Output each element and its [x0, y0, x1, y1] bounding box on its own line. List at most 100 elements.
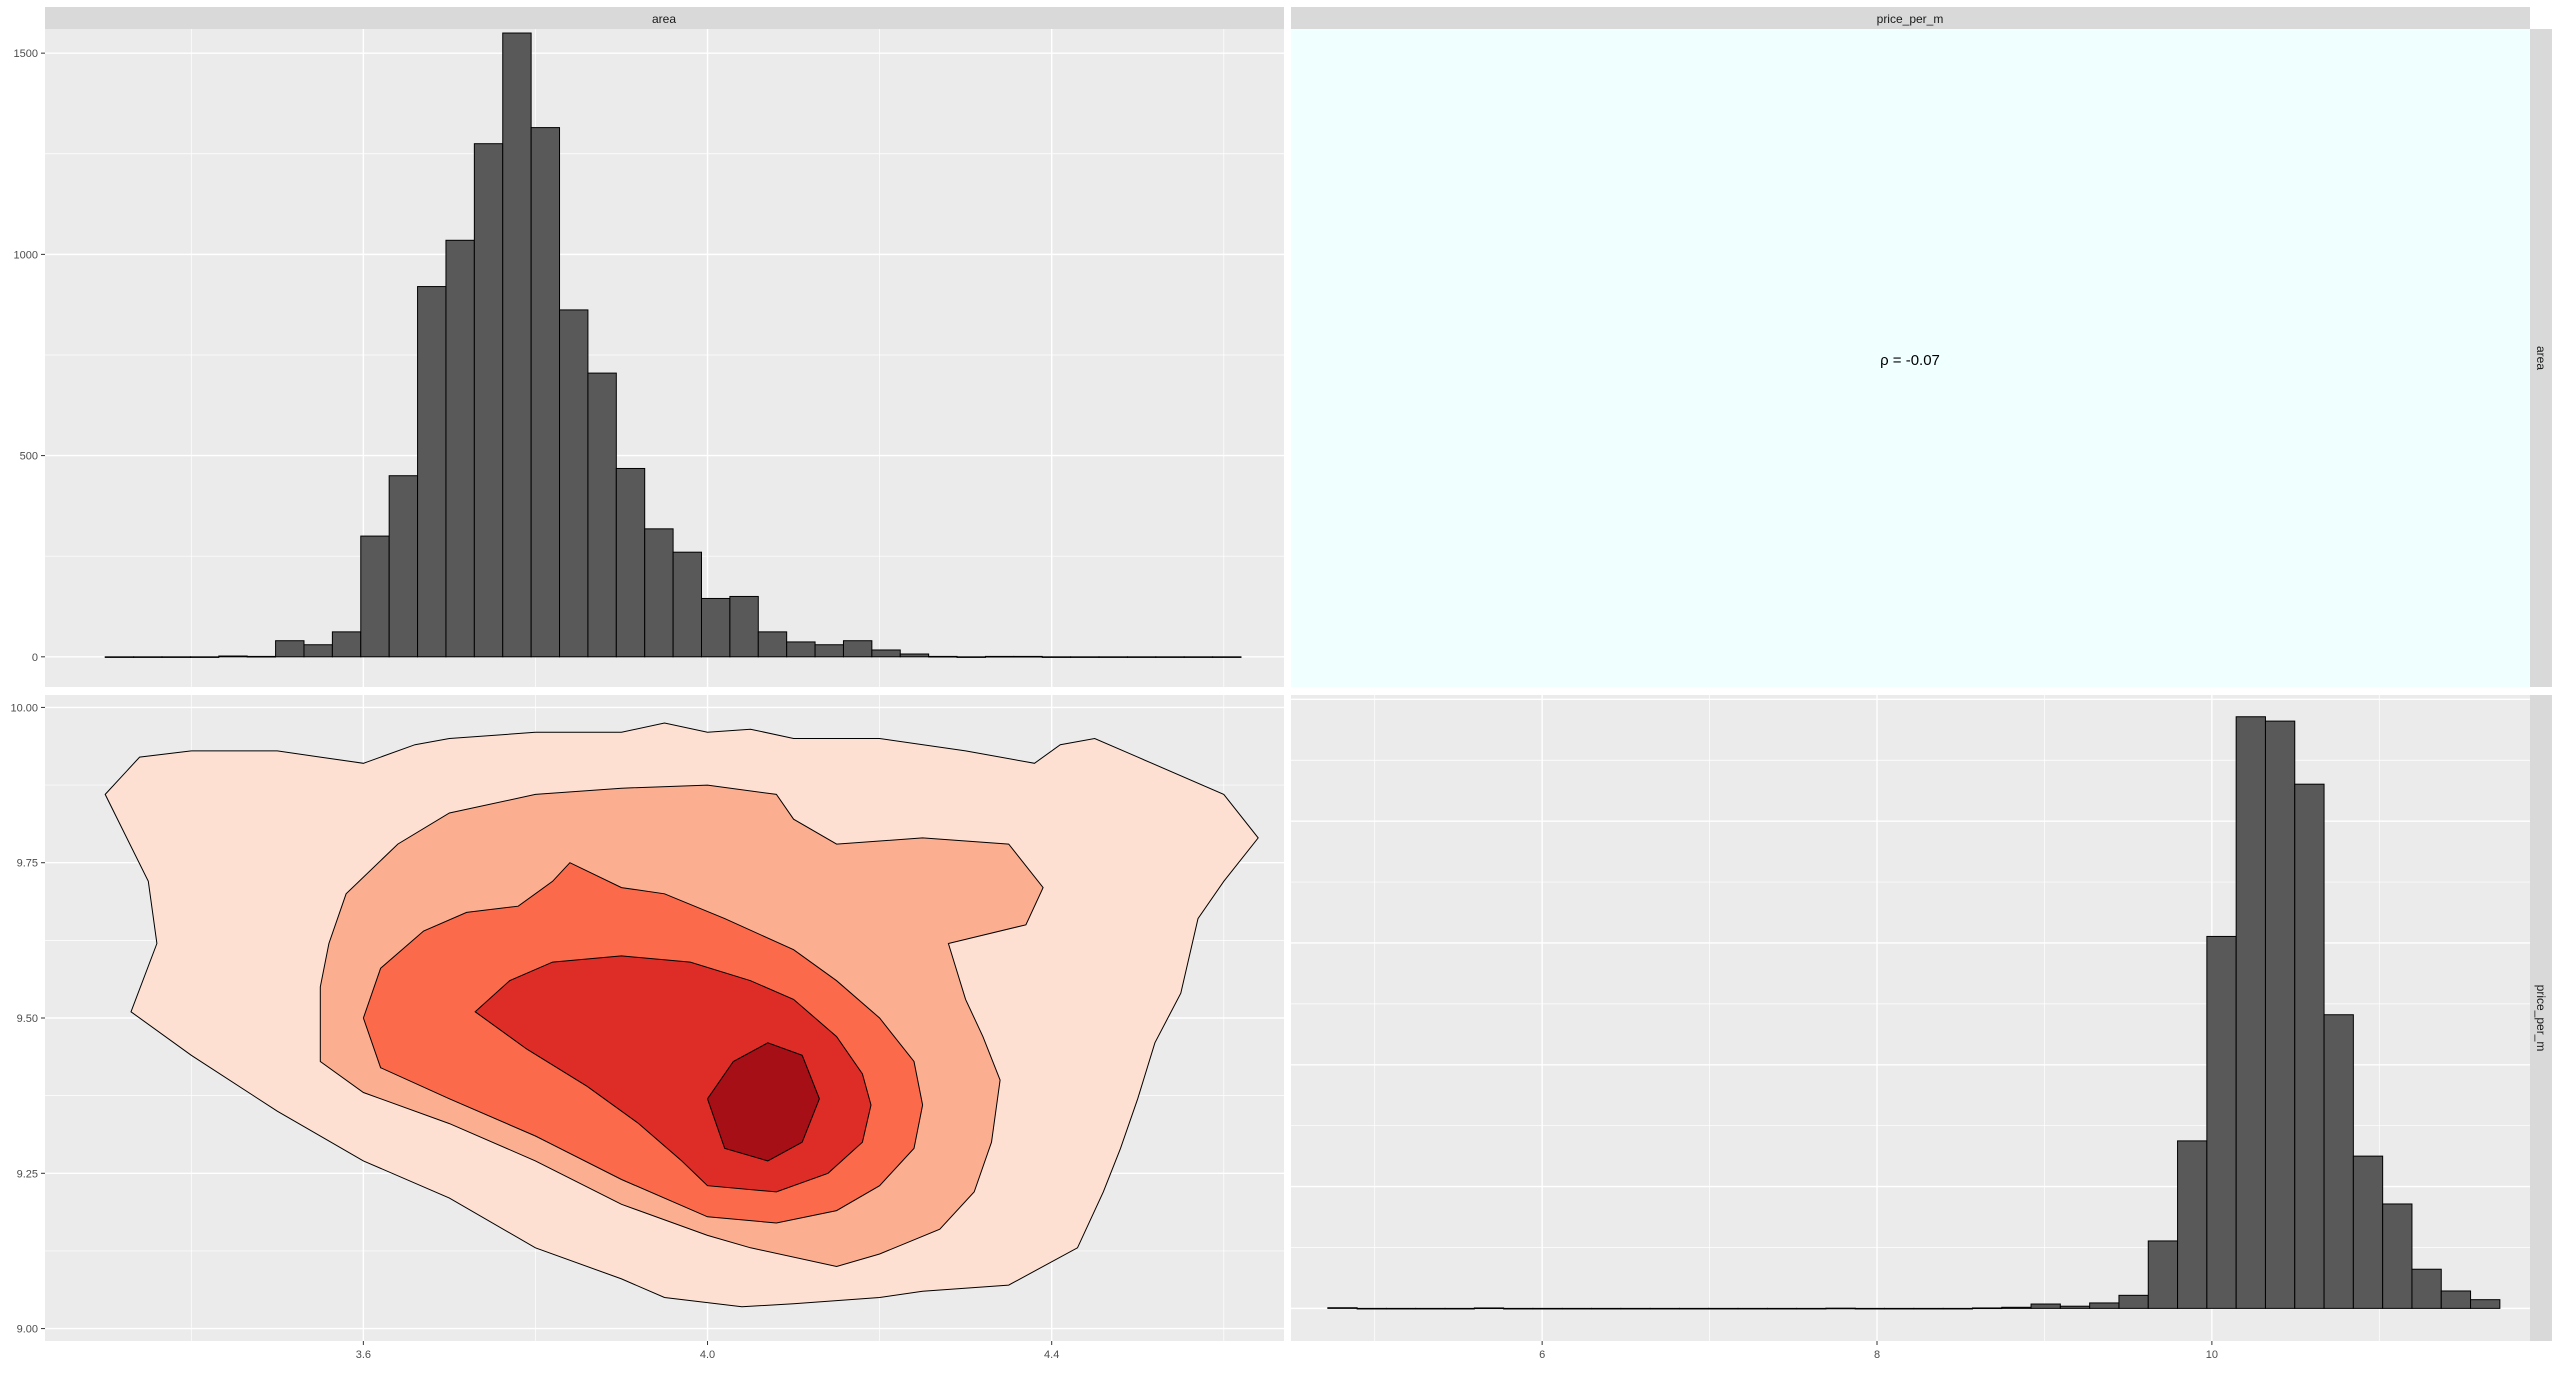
histogram-bar: [133, 656, 163, 658]
x-tick-label: 4.0: [700, 1349, 715, 1361]
panel-density-contour: 9.00 9.25 9.50 9.75 10.00 3.6 4.0 4.4: [10, 695, 1284, 1361]
x-tick-label: 6: [1539, 1349, 1545, 1361]
histogram-bar: [360, 535, 390, 658]
strip-top-area-bg: [45, 7, 1284, 29]
histogram-bar: [1444, 1307, 1475, 1310]
strip-right-area: area: [2534, 346, 2548, 370]
histogram-bar: [842, 640, 873, 658]
x-tick-label: 10: [2206, 1349, 2218, 1361]
x-tick-label: 3.6: [356, 1349, 371, 1361]
histogram-bar: [871, 649, 901, 658]
histogram-bar: [2147, 1240, 2179, 1309]
histogram-bar: [502, 32, 532, 658]
strip-right-price-bg: [2530, 695, 2552, 1341]
y-tick-label: 9.00: [17, 1324, 38, 1336]
histogram-bar: [2323, 1014, 2354, 1309]
histogram-bar: [1942, 1307, 1973, 1310]
histogram-bar: [1825, 1307, 1856, 1310]
histogram-bar: [928, 655, 958, 658]
histogram-bar: [1913, 1307, 1944, 1310]
histogram-bar: [1591, 1307, 1622, 1310]
y-tick-label: 9.25: [17, 1168, 38, 1180]
histogram-bar: [2382, 1203, 2413, 1309]
histogram-bar: [1708, 1307, 1739, 1310]
y-tick-label: 9.50: [17, 1013, 38, 1025]
histogram-bar: [1649, 1307, 1680, 1310]
y-tick-label: 500: [20, 451, 38, 463]
y-tick-label: 1000: [14, 249, 38, 261]
histogram-bar: [559, 309, 589, 658]
histogram-bar: [2059, 1305, 2091, 1309]
strip-top-area: area: [652, 12, 676, 26]
histogram-bar: [700, 597, 731, 658]
histogram-bar: [246, 655, 277, 658]
correlation-label: ρ = -0.07: [1880, 352, 1940, 369]
histogram-bar: [956, 656, 986, 658]
y-tick-label: 0: [32, 652, 38, 664]
histogram-bar: [1126, 656, 1157, 658]
panel-price-histogram: 6 8 10: [1291, 695, 2530, 1361]
histogram-bar: [1155, 656, 1185, 658]
histogram-bar: [1013, 655, 1043, 658]
correlation-bg: [1291, 29, 2530, 687]
x-tick-label: 4.4: [1044, 1349, 1059, 1361]
histogram-bar: [473, 143, 504, 658]
histogram-bar: [814, 644, 844, 658]
histogram-bar: [1041, 656, 1072, 658]
strip-top-price-bg: [1291, 7, 2530, 29]
histogram-bar: [2352, 1155, 2384, 1309]
histogram-bar: [1884, 1307, 1915, 1310]
histogram-bar: [1183, 656, 1214, 658]
histogram-bar: [218, 655, 248, 658]
histogram-bar: [587, 372, 617, 658]
histogram-bar: [2411, 1268, 2442, 1309]
histogram-bar: [1532, 1307, 1563, 1310]
strip-top-price-per-m: price_per_m: [1877, 12, 1944, 26]
histogram-bar: [786, 641, 816, 658]
histogram-bar: [1503, 1307, 1534, 1310]
histogram-bar: [161, 656, 191, 658]
histogram-bar: [2264, 720, 2296, 1309]
strip-right-price-per-m: price_per_m: [2534, 985, 2548, 1052]
histogram-bar: [757, 631, 788, 658]
histogram-bar: [1620, 1307, 1651, 1310]
histogram-bar: [1766, 1307, 1798, 1310]
histogram-bar: [644, 528, 674, 658]
panel-correlation: ρ = -0.07: [1291, 29, 2530, 687]
histogram-bar: [2089, 1302, 2120, 1309]
histogram-bar: [1212, 656, 1242, 658]
histogram-bar: [388, 475, 419, 658]
histogram-bar: [1854, 1307, 1886, 1310]
histogram-bar: [1098, 656, 1128, 658]
histogram-bar: [1561, 1307, 1593, 1310]
histogram-bar: [1678, 1307, 1710, 1310]
histogram-bar: [1415, 1307, 1446, 1310]
histogram-bar: [1796, 1307, 1827, 1310]
histogram-bar: [530, 127, 561, 658]
histogram-bar: [615, 467, 646, 658]
histogram-bar: [2030, 1303, 2061, 1309]
histogram-bar: [331, 631, 362, 658]
histogram-bar: [729, 595, 759, 658]
y-tick-label: 9.75: [17, 858, 38, 870]
histogram-bar: [1473, 1307, 1505, 1310]
y-tick-label: 10.00: [10, 702, 38, 714]
histogram-bar: [303, 644, 333, 658]
y-tick-label: 1500: [14, 48, 38, 60]
histogram-bar: [189, 656, 220, 658]
histogram-bar: [672, 551, 702, 658]
histogram-bar: [1385, 1307, 1417, 1310]
histogram-bar: [984, 655, 1015, 658]
histogram-bar: [445, 239, 475, 658]
histogram-bar: [2470, 1299, 2501, 1309]
histogram-bar: [2440, 1290, 2472, 1309]
histogram-bar: [104, 656, 135, 658]
histogram-bar: [2294, 783, 2325, 1309]
histogram-bar: [1971, 1307, 2003, 1310]
histogram-bar: [2206, 935, 2237, 1309]
histogram-bar: [1327, 1307, 1358, 1309]
histogram-bar: [1737, 1307, 1768, 1310]
histogram-bar: [2235, 716, 2266, 1309]
histogram-bar: [2001, 1306, 2032, 1309]
